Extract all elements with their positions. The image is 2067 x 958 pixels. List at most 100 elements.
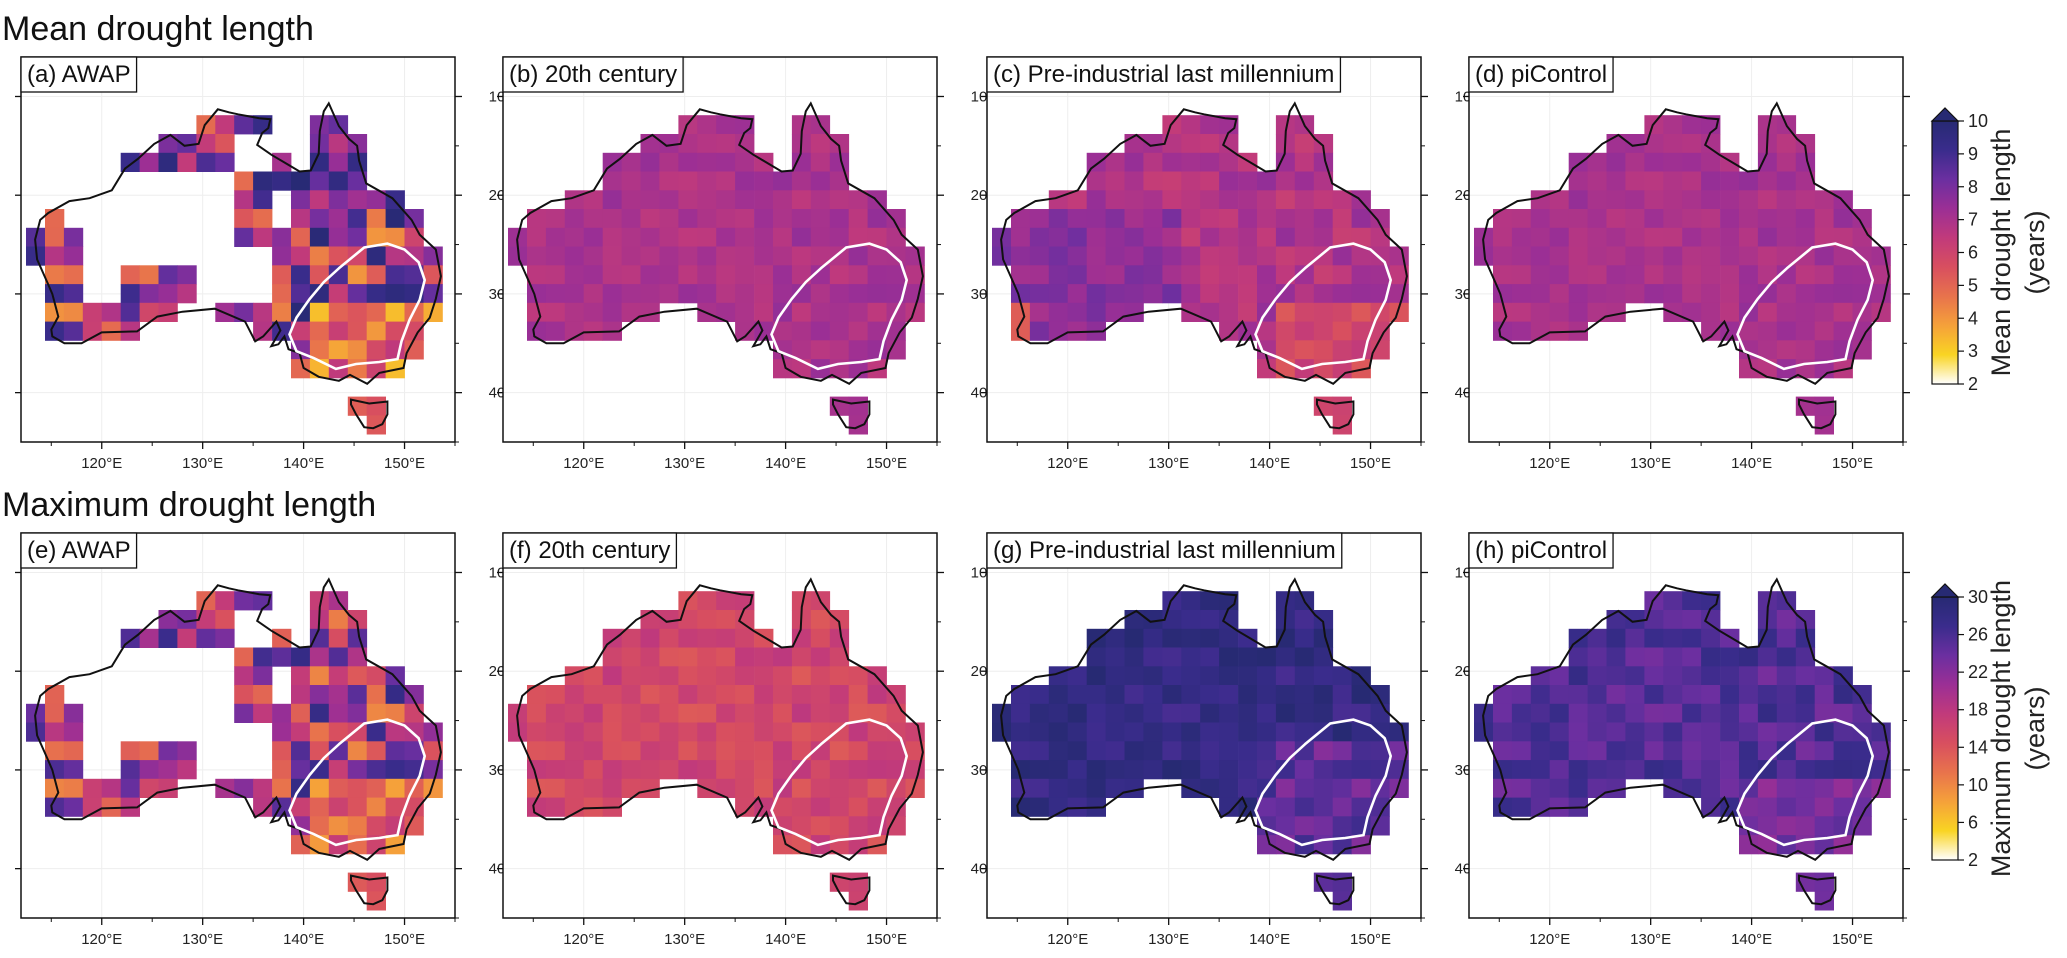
- grid-cell: [1294, 171, 1315, 191]
- grid-cell: [366, 321, 386, 341]
- grid-cell: [848, 227, 868, 247]
- grid-cell: [1493, 778, 1513, 798]
- grid-cell: [1568, 685, 1588, 705]
- grid-cell: [1105, 703, 1125, 723]
- grid-cell: [1181, 685, 1201, 705]
- grid-cell: [754, 302, 774, 322]
- grid-cell: [1275, 340, 1296, 360]
- grid-cell: [527, 209, 547, 229]
- grid-cell: [234, 302, 254, 322]
- grid-cell: [347, 321, 368, 341]
- grid-cell: [1389, 778, 1409, 798]
- grid-cell: [1644, 666, 1664, 686]
- grid-cell: [829, 666, 850, 686]
- map-content: [987, 57, 1421, 442]
- grid-cell: [716, 647, 736, 667]
- grid-cell: [1257, 835, 1277, 855]
- grid-cell: [1739, 797, 1759, 817]
- grid-cell: [697, 741, 717, 761]
- grid-cell: [754, 227, 774, 247]
- coastline: [516, 101, 924, 386]
- grid-cell: [992, 246, 1012, 266]
- grid-cell: [366, 415, 386, 435]
- grid-cell: [1370, 246, 1390, 266]
- grid-cell: [1313, 340, 1334, 360]
- grid-cell: [1776, 741, 1797, 761]
- grid-cell: [659, 190, 679, 210]
- grid-cell: [1313, 703, 1334, 723]
- grid-cell: [1029, 302, 1050, 322]
- grid-cell: [1701, 152, 1721, 172]
- grid-cell: [347, 778, 368, 798]
- grid-cell: [253, 685, 273, 705]
- grid-cell: [1370, 227, 1390, 247]
- grid-cell: [1238, 722, 1258, 742]
- grid-cell: [347, 340, 368, 360]
- grid-cell: [158, 741, 178, 761]
- grid-cell: [1143, 246, 1163, 266]
- panel-label-box: [1468, 56, 1614, 93]
- grid-cell: [45, 797, 65, 817]
- grid-cell: [45, 302, 65, 322]
- grid-cell: [347, 265, 368, 285]
- coastline: [516, 577, 924, 862]
- grid-cell: [309, 760, 330, 780]
- grid-cell: [404, 246, 424, 266]
- grid-cell: [640, 666, 660, 686]
- grid-cell: [1162, 722, 1182, 742]
- grid-cell: [1200, 722, 1220, 742]
- grid-cell: [621, 628, 641, 648]
- grid-cell: [678, 265, 698, 285]
- grid-cell: [886, 321, 906, 341]
- grid-cell: [1644, 760, 1664, 780]
- grid-cell: [848, 816, 868, 836]
- grid-cell: [291, 321, 311, 341]
- grid-cell: [1757, 340, 1778, 360]
- grid-cell: [1814, 666, 1834, 686]
- grid-cell: [754, 722, 774, 742]
- grid-cell: [735, 722, 755, 742]
- grid-cell: [1275, 152, 1296, 172]
- grid-cell: [905, 778, 925, 798]
- murray-darling-basin: [1254, 718, 1393, 847]
- grid-cell: [621, 666, 641, 686]
- grid-cell: [527, 685, 547, 705]
- grid-cell: [773, 284, 793, 304]
- grid-cell: [1606, 171, 1626, 191]
- grid-cell: [791, 628, 812, 648]
- grid-cell: [1814, 872, 1834, 892]
- grid-cell: [602, 190, 622, 210]
- grid-cell: [1625, 246, 1645, 266]
- grid-cell: [886, 797, 906, 817]
- grid-cell: [545, 685, 566, 705]
- grid-cell: [1124, 284, 1144, 304]
- grid-cell: [272, 741, 292, 761]
- grid-cell: [347, 722, 368, 742]
- grid-cell: [139, 760, 159, 780]
- grid-cell: [1493, 265, 1513, 285]
- grid-cell: [1757, 265, 1778, 285]
- grid-cell: [1294, 797, 1315, 817]
- grid-cell: [773, 835, 793, 855]
- grid-cell: [1549, 741, 1569, 761]
- panel-frame: [1468, 56, 1904, 443]
- grid-cell: [716, 591, 736, 611]
- grid-cell: [621, 722, 641, 742]
- grid-cell: [1852, 209, 1872, 229]
- grid-cell: [385, 703, 405, 723]
- grid-cell: [1814, 816, 1834, 836]
- grid-cell: [1739, 246, 1759, 266]
- panel-label-box: [1468, 532, 1614, 569]
- grid-cell: [1776, 722, 1797, 742]
- grid-cell: [1701, 134, 1721, 154]
- grid-cell: [1029, 265, 1050, 285]
- grid-cell: [1011, 703, 1031, 723]
- grid-cell: [716, 302, 736, 322]
- colorbar-tick-label: 2: [1968, 850, 1978, 870]
- grid-cell: [1493, 246, 1513, 266]
- panel-label: (f) 20th century: [509, 537, 670, 564]
- grid-cell: [1530, 703, 1551, 723]
- grid-cell: [640, 284, 660, 304]
- grid-cell: [366, 722, 386, 742]
- grid-cell: [1181, 209, 1201, 229]
